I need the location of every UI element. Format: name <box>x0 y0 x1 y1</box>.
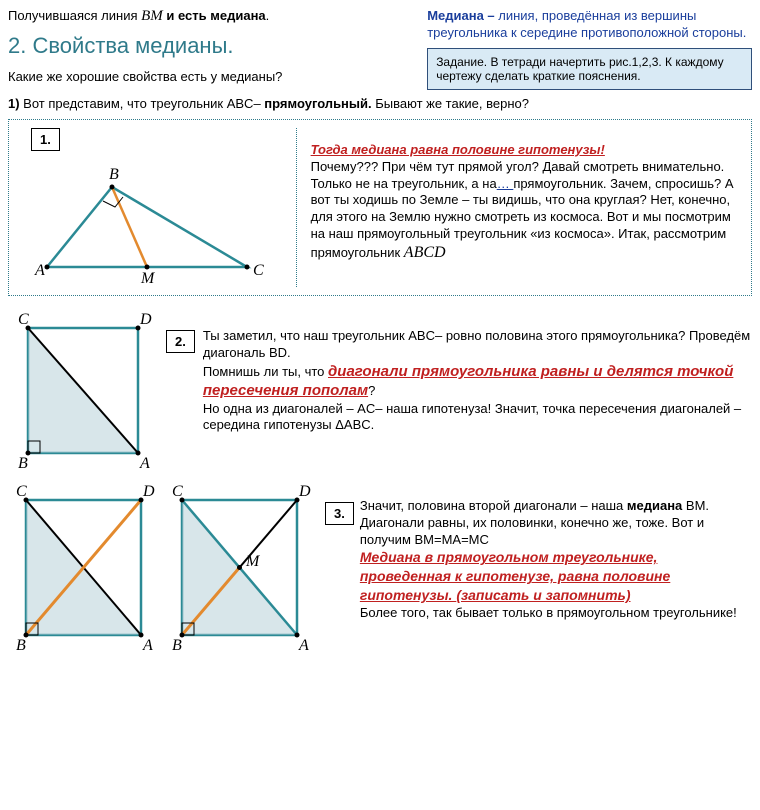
svg-text:D: D <box>298 484 311 500</box>
fig3b-svg: C D A B M <box>164 484 319 654</box>
p1: 1) Вот представим, что треугольник ABC– … <box>8 96 752 111</box>
row2: C D A B 2. Ты заметил, что наш треугольн… <box>8 310 752 470</box>
row3: C D A B C D A B M 3. Значит, половина вт… <box>8 484 752 654</box>
box3-num: 3. <box>325 502 354 525</box>
box2-q: ? <box>368 383 375 398</box>
svg-text:A: A <box>139 455 150 470</box>
box2-num-wrap: 2. <box>166 310 195 353</box>
svg-text:M: M <box>245 553 261 570</box>
intro-var: BM <box>141 8 163 24</box>
section-name: Свойства медианы. <box>32 33 233 58</box>
top-row: Получившаяся линия BM и есть медиана. 2.… <box>8 8 752 90</box>
intro-subq: Какие же хорошие свойства есть у медианы… <box>8 69 417 84</box>
section-num: 2. <box>8 33 32 58</box>
svg-text:A: A <box>34 262 45 279</box>
p1-num: 1) <box>8 96 20 111</box>
fig1-svg: A B C M <box>17 157 267 287</box>
svg-text:C: C <box>16 484 27 500</box>
box2-t3: Но одна из диагоналей – AC– наша гипотен… <box>203 401 741 433</box>
task-box: Задание. В тетради начертить рис.1,2,3. … <box>427 48 752 90</box>
svg-text:M: M <box>140 270 156 287</box>
svg-text:D: D <box>142 484 155 500</box>
box2-t1: Ты заметил, что наш треугольник ABC– ров… <box>203 328 750 360</box>
box2-t2: Помнишь ли ты, что <box>203 364 328 379</box>
fig3a-svg: C D A B <box>8 484 158 654</box>
box1-hl: Тогда медиана равна половине гипотенузы! <box>311 142 605 157</box>
box1-link[interactable]: … <box>497 176 514 191</box>
box3-num-wrap: 3. <box>325 484 354 525</box>
top-right: Медиана – линия, проведённая из вершины … <box>427 8 752 90</box>
definition: Медиана – линия, проведённая из вершины … <box>427 8 752 42</box>
box3-t1c: BM. <box>682 498 709 513</box>
box2-num: 2. <box>166 330 195 353</box>
p1-t2: прямоугольный. <box>264 96 371 111</box>
def-head: Медиана – <box>427 8 498 23</box>
box3-t2: Диагонали равны, их половинки, конечно ж… <box>360 515 704 547</box>
p1-t1: Вот представим, что треугольник ABC– <box>20 96 265 111</box>
box3-text: Значит, половина второй диагонали – наша… <box>360 484 752 622</box>
svg-text:C: C <box>18 311 29 328</box>
svg-text:B: B <box>172 637 182 654</box>
svg-text:A: A <box>142 637 153 654</box>
svg-text:B: B <box>18 455 28 470</box>
box3-t1: Значит, половина второй диагонали – наша <box>360 498 627 513</box>
box3-t3: Более того, так бывает только в прямоуго… <box>360 605 737 620</box>
intro-line: Получившаяся линия BM и есть медиана. <box>8 8 417 25</box>
p1-t3: Бывают же такие, верно? <box>372 96 529 111</box>
box1-num: 1. <box>31 128 60 151</box>
fig2-svg: C D A B <box>8 310 158 470</box>
intro-prefix: Получившаяся линия <box>8 8 141 23</box>
svg-text:A: A <box>298 637 309 654</box>
box1-var: ABCD <box>404 244 446 261</box>
fig1-col: 1. A B C M <box>17 128 286 287</box>
svg-text:C: C <box>253 262 264 279</box>
section-title: 2. Свойства медианы. <box>8 33 417 59</box>
svg-text:D: D <box>139 311 152 328</box>
svg-text:B: B <box>16 637 26 654</box>
box2-text: Ты заметил, что наш треугольник ABC– ров… <box>203 310 752 435</box>
top-left: Получившаяся линия BM и есть медиана. 2.… <box>8 8 427 90</box>
box1: 1. A B C M Тогда медиана равна половине … <box>8 119 752 296</box>
box3-hl2: (записать и запомнить) <box>456 587 630 603</box>
intro-suffix: и есть медиана <box>163 8 266 23</box>
svg-text:C: C <box>172 484 183 500</box>
box3-t1b: медиана <box>627 498 682 513</box>
box1-text: Тогда медиана равна половине гипотенузы!… <box>296 128 743 287</box>
svg-text:B: B <box>109 166 119 183</box>
